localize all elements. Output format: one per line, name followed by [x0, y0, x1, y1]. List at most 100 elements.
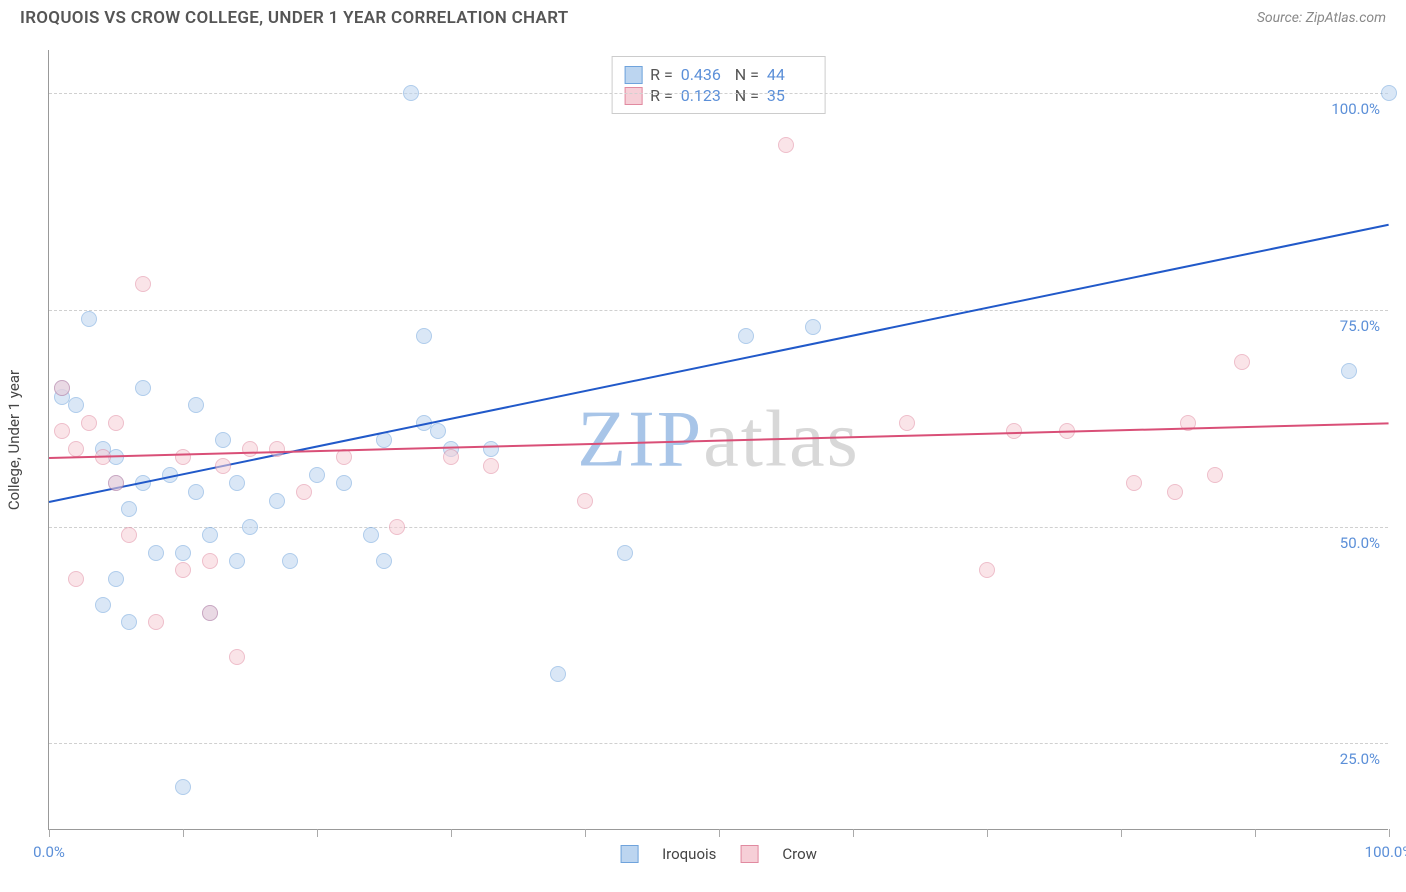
data-point-iroquois[interactable] [416, 328, 432, 344]
data-point-iroquois[interactable] [68, 397, 84, 413]
data-point-iroquois[interactable] [188, 397, 204, 413]
data-point-crow[interactable] [175, 449, 191, 465]
data-point-crow[interactable] [778, 137, 794, 153]
data-point-iroquois[interactable] [309, 467, 325, 483]
data-point-crow[interactable] [336, 449, 352, 465]
data-point-iroquois[interactable] [242, 519, 258, 535]
data-point-crow[interactable] [215, 458, 231, 474]
data-point-iroquois[interactable] [738, 328, 754, 344]
data-point-iroquois[interactable] [363, 527, 379, 543]
data-point-iroquois[interactable] [108, 571, 124, 587]
stat-r-crow: 0.123 [681, 86, 727, 105]
data-point-crow[interactable] [899, 415, 915, 431]
x-tick [49, 829, 50, 837]
swatch-iroquois [624, 66, 642, 84]
grid-line [49, 93, 1388, 94]
data-point-iroquois[interactable] [1381, 85, 1397, 101]
data-point-crow[interactable] [135, 276, 151, 292]
data-point-iroquois[interactable] [175, 779, 191, 795]
data-point-crow[interactable] [443, 449, 459, 465]
data-point-iroquois[interactable] [430, 423, 446, 439]
x-tick [451, 829, 452, 837]
stat-r-iroquois: 0.436 [681, 65, 727, 84]
x-tick [853, 829, 854, 837]
data-point-crow[interactable] [202, 605, 218, 621]
data-point-crow[interactable] [121, 527, 137, 543]
data-point-iroquois[interactable] [403, 85, 419, 101]
data-point-iroquois[interactable] [202, 527, 218, 543]
x-tick [1389, 829, 1390, 837]
data-point-crow[interactable] [1234, 354, 1250, 370]
data-point-iroquois[interactable] [269, 493, 285, 509]
y-tick-label: 25.0% [1340, 750, 1380, 768]
x-tick [987, 829, 988, 837]
data-point-iroquois[interactable] [229, 553, 245, 569]
data-point-iroquois[interactable] [175, 545, 191, 561]
data-point-crow[interactable] [54, 423, 70, 439]
data-point-iroquois[interactable] [336, 475, 352, 491]
trend-line-iroquois [49, 223, 1389, 502]
data-point-crow[interactable] [577, 493, 593, 509]
data-point-crow[interactable] [202, 553, 218, 569]
legend-swatch-crow [740, 845, 758, 863]
data-point-iroquois[interactable] [1341, 363, 1357, 379]
data-point-crow[interactable] [483, 458, 499, 474]
y-axis-title: College, Under 1 year [5, 370, 23, 510]
data-point-iroquois[interactable] [188, 484, 204, 500]
data-point-crow[interactable] [979, 562, 995, 578]
stats-legend-box: R = 0.436 N = 44 R = 0.123 N = 35 [611, 56, 826, 114]
data-point-iroquois[interactable] [135, 380, 151, 396]
swatch-crow [624, 87, 642, 105]
x-axis-legend: Iroquois Crow [620, 845, 817, 863]
grid-line [49, 743, 1388, 744]
data-point-iroquois[interactable] [148, 545, 164, 561]
data-point-iroquois[interactable] [95, 597, 111, 613]
data-point-iroquois[interactable] [215, 432, 231, 448]
data-point-iroquois[interactable] [483, 441, 499, 457]
data-point-crow[interactable] [1207, 467, 1223, 483]
data-point-crow[interactable] [389, 519, 405, 535]
data-point-crow[interactable] [108, 475, 124, 491]
y-tick-label: 50.0% [1340, 534, 1380, 552]
stat-n-label: N = [735, 86, 759, 105]
data-point-crow[interactable] [229, 649, 245, 665]
data-point-crow[interactable] [269, 441, 285, 457]
data-point-crow[interactable] [68, 441, 84, 457]
x-tick [183, 829, 184, 837]
data-point-crow[interactable] [1167, 484, 1183, 500]
chart-title: IROQUOIS VS CROW COLLEGE, UNDER 1 YEAR C… [20, 8, 569, 28]
data-point-crow[interactable] [148, 614, 164, 630]
data-point-iroquois[interactable] [282, 553, 298, 569]
legend-label-iroquois: Iroquois [662, 845, 716, 863]
scatter-chart: ZIPatlas R = 0.436 N = 44 R = 0.123 N = … [48, 50, 1388, 830]
x-tick-label: 0.0% [33, 843, 65, 861]
stat-n-crow: 35 [767, 86, 813, 105]
stat-n-iroquois: 44 [767, 65, 813, 84]
data-point-crow[interactable] [81, 415, 97, 431]
data-point-crow[interactable] [68, 571, 84, 587]
stat-r-label: R = [650, 86, 673, 105]
data-point-iroquois[interactable] [376, 553, 392, 569]
data-point-crow[interactable] [108, 415, 124, 431]
x-tick [1121, 829, 1122, 837]
data-point-iroquois[interactable] [81, 311, 97, 327]
data-point-iroquois[interactable] [229, 475, 245, 491]
data-point-iroquois[interactable] [550, 666, 566, 682]
data-point-crow[interactable] [296, 484, 312, 500]
legend-label-crow: Crow [782, 845, 817, 863]
y-tick-label: 100.0% [1331, 100, 1380, 118]
data-point-crow[interactable] [242, 441, 258, 457]
data-point-crow[interactable] [175, 562, 191, 578]
data-point-iroquois[interactable] [121, 501, 137, 517]
chart-source: Source: ZipAtlas.com [1257, 10, 1386, 26]
data-point-crow[interactable] [1126, 475, 1142, 491]
grid-line [49, 310, 1388, 311]
data-point-iroquois[interactable] [121, 614, 137, 630]
data-point-iroquois[interactable] [617, 545, 633, 561]
stats-row-iroquois: R = 0.436 N = 44 [624, 65, 813, 84]
x-tick-label: 100.0% [1365, 843, 1406, 861]
data-point-crow[interactable] [54, 380, 70, 396]
stat-n-label: N = [735, 65, 759, 84]
data-point-iroquois[interactable] [805, 319, 821, 335]
x-tick [317, 829, 318, 837]
